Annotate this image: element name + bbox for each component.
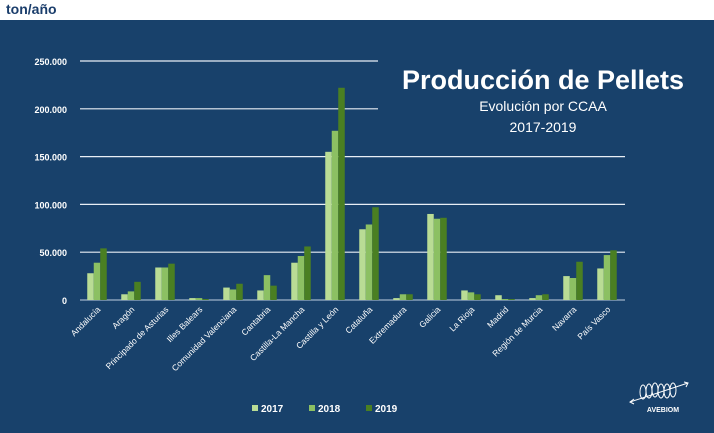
y-tick-label: 50.000 xyxy=(39,248,67,258)
bar-2019 xyxy=(202,299,209,300)
x-tick-label: Aragón xyxy=(110,304,137,331)
bar-2019 xyxy=(372,207,379,300)
bar-2018 xyxy=(433,218,441,300)
x-tick-label: Comunidad Valenciana xyxy=(170,304,239,373)
avebiom-logo: AVEBIOM xyxy=(629,381,689,414)
bar-2019 xyxy=(270,285,277,300)
chart-title: Producción de Pellets xyxy=(402,65,684,95)
bar-2018 xyxy=(467,292,475,300)
x-tick-label: Principado de Asturias xyxy=(104,304,171,371)
bar-2019 xyxy=(440,217,447,300)
legend-swatch-2018 xyxy=(309,405,315,411)
bar-2017 xyxy=(223,287,230,300)
bar-2019 xyxy=(474,294,481,300)
y-tick-label: 100.000 xyxy=(34,200,67,210)
bar-2017 xyxy=(597,268,604,300)
x-tick-label: Cataluña xyxy=(343,304,374,335)
chart-subtitle: Evolución por CCAA xyxy=(479,98,607,114)
x-tick-label: La Rioja xyxy=(447,304,476,333)
chart-subtitle-years: 2017-2019 xyxy=(510,119,577,135)
bar-2017 xyxy=(393,298,400,300)
x-tick-label: Andalucía xyxy=(69,304,103,338)
bar-2018 xyxy=(297,256,305,300)
y-tick-label: 200.000 xyxy=(34,105,67,115)
bar-2017 xyxy=(325,151,332,300)
x-tick-label: Cantabria xyxy=(239,304,272,337)
pellet-coil-logo-icon xyxy=(629,381,689,405)
legend-swatch-2017 xyxy=(252,405,258,411)
bar-2019 xyxy=(542,294,549,300)
y-tick-label: 250.000 xyxy=(34,57,67,67)
bar-2017 xyxy=(87,273,94,300)
bar-2018 xyxy=(501,299,509,300)
x-tick-label: Madrid xyxy=(485,304,511,330)
bar-2019 xyxy=(304,246,311,300)
bar-2019 xyxy=(508,299,515,300)
bar-2019 xyxy=(236,283,243,300)
bar-2018 xyxy=(603,255,611,300)
bar-2019 xyxy=(168,263,175,300)
legend-swatch-2019 xyxy=(366,405,372,411)
bar-2017 xyxy=(563,276,570,300)
bar-2019 xyxy=(576,261,583,300)
bar-2017 xyxy=(427,213,434,300)
legend-label-2018: 2018 xyxy=(318,404,341,415)
logo-text: AVEBIOM xyxy=(647,407,679,414)
legend-label-2019: 2019 xyxy=(375,404,398,415)
bar-2017 xyxy=(495,295,502,300)
y-tick-label: 0 xyxy=(62,296,67,306)
bar-2018 xyxy=(195,298,203,300)
bar-2019 xyxy=(610,250,617,300)
x-tick-label: Navarra xyxy=(550,304,579,333)
bar-2018 xyxy=(263,275,271,300)
bar-2018 xyxy=(331,130,339,300)
bar-2019 xyxy=(134,281,141,300)
bar-2017 xyxy=(529,298,536,300)
bar-2018 xyxy=(127,291,135,300)
bar-2019 xyxy=(406,294,413,300)
bar-2019 xyxy=(100,248,107,300)
chart-panel xyxy=(0,20,714,433)
y-axis-unit-label: ton/año xyxy=(6,1,57,17)
bar-2018 xyxy=(229,289,237,300)
bar-2018 xyxy=(399,294,407,300)
bar-2017 xyxy=(291,262,298,300)
bar-2017 xyxy=(257,290,264,300)
bar-2019 xyxy=(338,87,345,300)
x-tick-label: Galicia xyxy=(417,304,443,330)
bar-2017 xyxy=(359,229,366,300)
x-tick-label: País Vasco xyxy=(575,304,612,341)
bar-2018 xyxy=(93,262,101,300)
bar-2017 xyxy=(461,290,468,300)
bar-2018 xyxy=(535,295,543,300)
bar-2017 xyxy=(121,294,128,300)
bar-2017 xyxy=(155,267,162,300)
bar-2018 xyxy=(365,224,373,300)
bar-2018 xyxy=(569,278,577,300)
bar-2017 xyxy=(189,298,196,300)
bar-2018 xyxy=(161,267,169,300)
legend-label-2017: 2017 xyxy=(261,404,284,415)
y-tick-label: 150.000 xyxy=(34,153,67,163)
